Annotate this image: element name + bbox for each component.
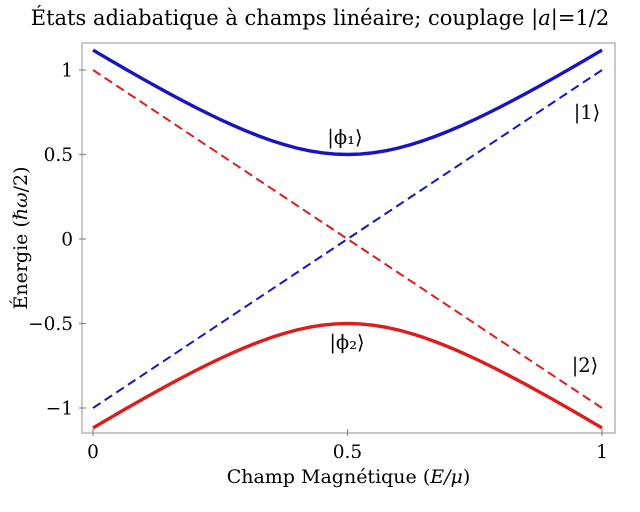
series-adiabatic-upper-phi1 (92, 48, 603, 157)
y-tick-label: 0 (61, 230, 73, 251)
x-axis-label-suffix: ) (462, 466, 471, 488)
x-tick-label: 1 (596, 442, 608, 463)
series-diabatic-state-2 (92, 69, 603, 409)
y-tick-label: 0.5 (44, 145, 73, 166)
y-axis-label-math: ℏω (10, 192, 32, 221)
series-diabatic-state-1 (92, 69, 603, 409)
y-axis-label-suffix: /2) (10, 166, 32, 193)
y-axis-label-text: Énergie ( (10, 220, 32, 310)
y-tick-label: −0.5 (28, 314, 73, 335)
annotation-3: |1⟩ (574, 101, 601, 125)
chart-title-math: a (538, 6, 551, 30)
x-tick-label: 0 (87, 442, 99, 463)
chart-title: États adiabatique à champs linéaire; cou… (0, 5, 640, 31)
y-axis-label: Énergie (ℏω/2) (10, 166, 32, 309)
chart-title-text: États adiabatique à champs linéaire; cou… (30, 6, 539, 30)
chart-title-suffix: |=1/2 (550, 6, 610, 30)
x-axis-label-math: E/μ (430, 466, 463, 488)
y-tick-label: 1 (61, 61, 73, 82)
annotation-4: |2⟩ (572, 354, 599, 378)
y-tick-label: −1 (46, 399, 73, 420)
x-axis-label: Champ Magnétique (E/μ) (82, 466, 615, 488)
plot-frame (81, 42, 616, 434)
annotation-2: |ϕ₂⟩ (329, 331, 364, 355)
x-axis-label-text: Champ Magnétique ( (226, 466, 431, 488)
annotation-1: |ϕ₁⟩ (327, 126, 362, 150)
x-tick-label: 0.5 (333, 442, 362, 463)
series-adiabatic-lower-phi2 (92, 321, 603, 430)
